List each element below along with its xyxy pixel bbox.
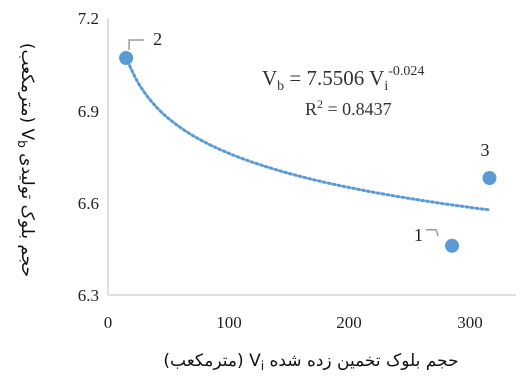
point-label: 3 xyxy=(481,140,490,160)
x-tick-label: 0 xyxy=(104,313,113,332)
x-tick-label: 300 xyxy=(457,313,483,332)
r-squared: R2 = 0.8437 xyxy=(305,97,392,119)
y-tick-label: 6.3 xyxy=(78,286,99,305)
y-tick-label: 6.9 xyxy=(78,102,99,121)
x-tick-label: 100 xyxy=(216,313,242,332)
data-points: 1 2 3 xyxy=(119,29,497,253)
data-point xyxy=(119,51,134,65)
point-label-leader xyxy=(128,39,145,51)
y-axis-title: حجم بلوک تولیدی Vb (مترمکعب) xyxy=(13,43,37,277)
point-label: 2 xyxy=(153,29,162,49)
trendline-equation: Vb = 7.5506 Vi-0.024 xyxy=(262,64,424,94)
x-axis-title: حجم بلوک تخمین زده شده Vi (مترمکعب) xyxy=(163,351,458,375)
point-label-leader xyxy=(426,229,439,236)
y-tick-label: 7.2 xyxy=(78,9,99,28)
data-point xyxy=(445,238,459,253)
y-tick-labels: 6.3 6.6 6.9 7.2 xyxy=(78,9,99,305)
data-point xyxy=(482,171,497,185)
trendline xyxy=(124,54,491,212)
point-label: 1 xyxy=(414,225,423,245)
x-tick-labels: 0 100 200 300 xyxy=(104,313,483,332)
x-tick-label: 200 xyxy=(336,313,362,332)
y-tick-label: 6.6 xyxy=(78,194,99,213)
